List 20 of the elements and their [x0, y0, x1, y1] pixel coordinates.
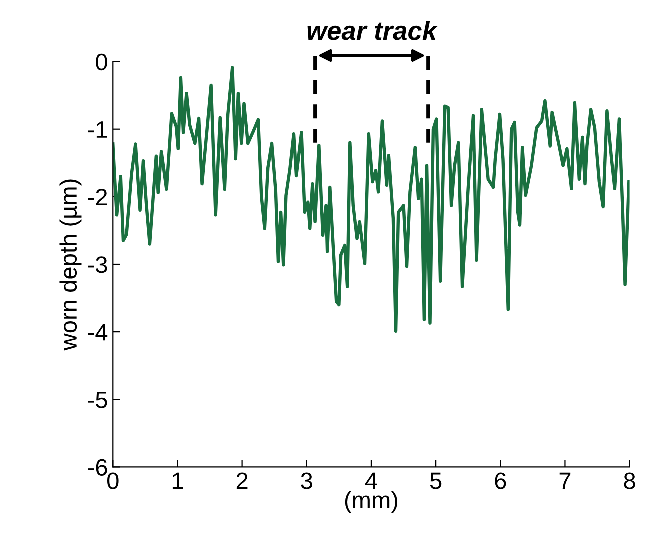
x-tick-label: 8 — [624, 472, 636, 490]
y-tick-label: -6 — [88, 459, 108, 476]
x-tick-label: 3 — [301, 472, 312, 490]
y-tick-label: -4 — [88, 324, 108, 341]
x-tick-label: 0 — [108, 472, 119, 490]
text: wear track — [308, 20, 438, 40]
x-tick-label: 6 — [495, 472, 506, 490]
x-tick-label: 1 — [172, 472, 184, 490]
y-tick-label: -2 — [88, 188, 108, 206]
x-tick-label: 7 — [560, 472, 571, 490]
x-tick-label: 5 — [430, 472, 442, 490]
x-tick-label: 2 — [236, 472, 248, 490]
y-tick-label: -1 — [88, 122, 108, 138]
y-tick-label: 0 — [96, 54, 108, 71]
y-axis-title: worn depth (µm) — [60, 180, 82, 351]
line-series — [113, 66, 630, 333]
y-tick-label: -3 — [88, 256, 108, 274]
x-axis-title: (mm) — [345, 491, 398, 514]
y-tick-label: -5 — [88, 392, 108, 408]
x-tick-label: 4 — [365, 472, 378, 490]
